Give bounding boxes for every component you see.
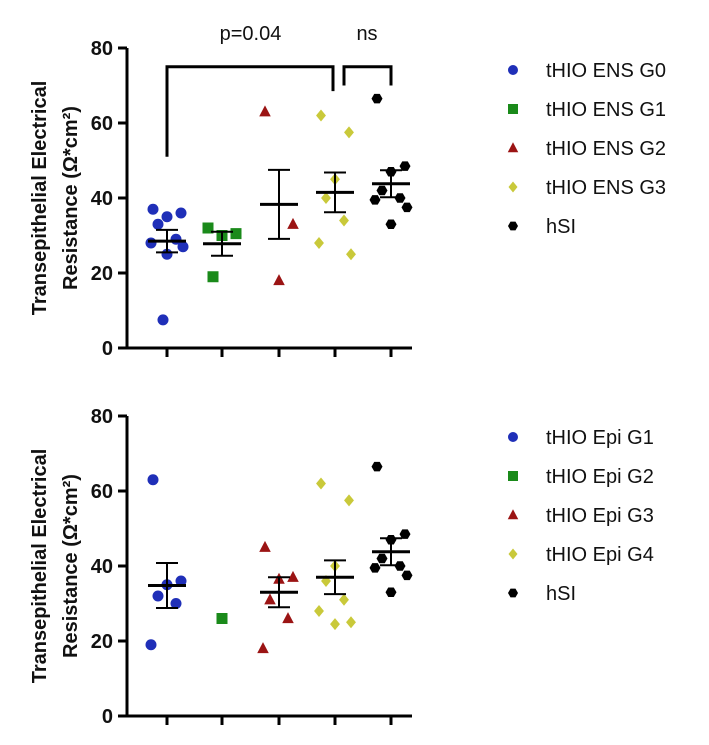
significance-label: ns <box>356 23 377 45</box>
data-point <box>145 639 157 651</box>
data-point <box>152 218 164 230</box>
data-point <box>399 161 411 171</box>
y-tick-label: 80 <box>91 406 113 428</box>
legend-label: tHIO ENS G0 <box>546 60 666 82</box>
data-point <box>369 563 381 573</box>
data-point <box>344 126 354 139</box>
y-tick-label: 0 <box>102 338 113 360</box>
data-point <box>385 587 397 598</box>
legend-label: hSI <box>546 583 576 605</box>
data-point <box>339 593 349 606</box>
data-point <box>330 618 340 631</box>
data-point <box>314 236 324 250</box>
y-tick-label: 40 <box>91 188 113 210</box>
data-point <box>273 274 285 286</box>
data-point <box>371 461 383 472</box>
chart-panel-1: 0 20 40 60 80 Transepithelial Electrical Resis… <box>29 23 666 360</box>
data-point <box>161 211 173 223</box>
data-point <box>371 93 383 104</box>
y-axis-label-line: Resistance (Ω*cm²) <box>60 474 82 658</box>
legend-marker <box>507 509 519 520</box>
legend-label: tHIO Epi G1 <box>546 427 654 449</box>
data-point <box>177 241 189 253</box>
data-point <box>207 271 219 283</box>
y-tick-label: 80 <box>91 38 113 60</box>
legend-label: tHIO ENS G3 <box>546 177 666 199</box>
data-point <box>175 575 187 587</box>
data-point <box>147 474 159 486</box>
data-point <box>339 214 349 227</box>
data-point <box>287 217 299 229</box>
data-point <box>259 105 271 117</box>
data-point <box>259 540 271 552</box>
data-point <box>369 195 381 205</box>
data-point <box>316 477 326 490</box>
y-tick-label: 20 <box>91 263 113 285</box>
legend-label: tHIO Epi G4 <box>546 544 654 566</box>
data-point <box>147 203 159 215</box>
legend-marker <box>508 221 518 231</box>
data-point <box>346 616 356 629</box>
legend-label: tHIO Epi G3 <box>546 505 654 527</box>
data-point <box>264 593 276 605</box>
y-tick-label: 60 <box>91 481 113 503</box>
data-point <box>376 553 388 564</box>
data-point <box>321 191 331 205</box>
data-point <box>145 237 157 249</box>
data-point <box>257 642 269 654</box>
legend-marker <box>508 104 518 114</box>
data-point <box>346 248 356 261</box>
data-point <box>399 529 411 539</box>
significance-bracket <box>342 65 393 86</box>
legend-marker <box>508 548 518 560</box>
y-axis-label: Transepithelial Electrical Resistance (Ω*… <box>29 449 82 684</box>
data-point <box>344 494 354 507</box>
y-tick-label: 20 <box>91 631 113 653</box>
data-point <box>376 185 388 196</box>
legend-label: tHIO ENS G2 <box>546 138 666 160</box>
data-point <box>321 574 331 588</box>
y-axis-label-line: Transepithelial Electrical <box>29 81 51 316</box>
legend-marker <box>508 471 518 481</box>
data-point <box>170 598 182 609</box>
legend-label: tHIO Epi G2 <box>546 466 654 488</box>
data-point <box>152 590 164 602</box>
data-point <box>230 228 242 240</box>
legend-marker <box>508 181 518 193</box>
data-point <box>316 109 326 122</box>
data-point <box>287 570 299 582</box>
significance-label: p=0.04 <box>220 23 282 45</box>
y-axis-label-line: Resistance (Ω*cm²) <box>60 106 82 290</box>
y-tick-label: 40 <box>91 556 113 578</box>
legend-marker <box>507 142 519 153</box>
data-point <box>314 604 324 618</box>
data-point <box>202 222 214 234</box>
chart-panel-2: 0 20 40 60 80 Transepithelial Electrical Resis… <box>29 406 654 728</box>
data-point <box>401 570 413 581</box>
legend-marker <box>508 432 518 442</box>
legend-label: tHIO ENS G1 <box>546 99 666 121</box>
y-axis-label-line: Transepithelial Electrical <box>29 449 51 684</box>
legend-label: hSI <box>546 216 576 238</box>
y-tick-label: 0 <box>102 706 113 728</box>
data-point <box>401 202 413 213</box>
data-point <box>282 612 294 624</box>
y-tick-label: 60 <box>91 113 113 135</box>
legend-marker <box>508 65 518 75</box>
significance-bracket <box>165 65 335 157</box>
data-point <box>157 314 169 326</box>
legend-marker <box>508 588 518 598</box>
y-axis-label: Transepithelial Electrical Resistance (Ω*… <box>29 81 82 316</box>
data-point <box>385 219 397 230</box>
data-point <box>175 207 187 219</box>
data-point <box>216 613 228 624</box>
